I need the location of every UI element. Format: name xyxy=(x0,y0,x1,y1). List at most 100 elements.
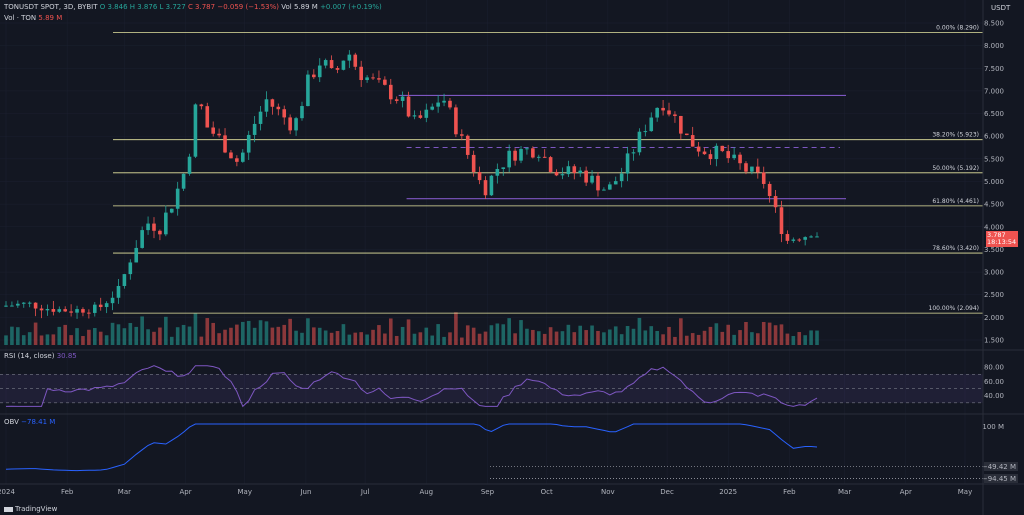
volume-bar xyxy=(756,333,760,345)
volume-bar xyxy=(613,326,618,345)
candle-body xyxy=(264,99,269,112)
candle-body xyxy=(164,212,168,235)
candle-body xyxy=(81,309,85,313)
volume-bar xyxy=(187,326,192,345)
volume-legend[interactable]: Vol · TON 5.89 M xyxy=(4,14,62,22)
volume-bar xyxy=(4,335,8,345)
price-tick-label: 3.000 xyxy=(984,269,1004,277)
obv-pane[interactable]: 100 M −49.42 M −94.45 M xyxy=(5,423,1018,484)
fib-level-label: 38.20% (5.923) xyxy=(932,132,979,139)
volume-bar xyxy=(785,333,790,345)
candle-body xyxy=(51,309,56,312)
candle-body xyxy=(448,100,452,108)
obv-tag-bg xyxy=(984,474,1018,484)
volume-bar xyxy=(16,327,20,345)
rsi-line xyxy=(5,365,818,408)
fib-retracement[interactable]: 0.00% (8.290) 38.20% (5.923) 50.00% (5.192… xyxy=(113,25,983,314)
currency-label[interactable]: USDT xyxy=(991,4,1011,12)
candle-body xyxy=(187,156,192,174)
volume-value: 5.89 M xyxy=(38,14,63,22)
price-tick-label: 8.500 xyxy=(984,20,1004,28)
candle-body xyxy=(714,145,719,160)
candle-body xyxy=(797,239,802,241)
volume-bar xyxy=(388,318,393,345)
obv-legend[interactable]: OBV −78.41 M xyxy=(4,418,55,426)
volume-bar xyxy=(584,330,588,345)
volume-bar xyxy=(39,335,44,345)
candle-body xyxy=(110,297,115,304)
candle-body xyxy=(217,133,221,136)
volume-bar xyxy=(495,323,500,345)
current-price: 3.787 xyxy=(987,231,1006,239)
candle-body xyxy=(377,78,381,80)
volume-bar xyxy=(436,324,440,345)
candle-body xyxy=(282,109,287,118)
volume-bar xyxy=(229,327,233,345)
volume-bar xyxy=(75,328,79,345)
fib-level-label: 78.60% (3.420) xyxy=(932,245,979,252)
candle-body xyxy=(477,171,482,181)
price-tick-label: 2.500 xyxy=(984,291,1004,299)
volume-bar xyxy=(418,332,423,345)
channel-lines[interactable] xyxy=(398,94,846,200)
price-tick-label: 3.500 xyxy=(984,246,1004,254)
volume-bar xyxy=(513,333,517,345)
rsi-pane[interactable]: 80.00 60.00 40.00 xyxy=(0,364,1004,408)
volume-bar xyxy=(525,328,529,345)
candle-body xyxy=(584,170,588,183)
current-price-tag: 3.787 18:13:54 xyxy=(986,231,1018,247)
symbol-title[interactable]: TONUSDT SPOT, 3D, BYBIT O 3.846 H 3.876 … xyxy=(4,3,382,11)
ohlc-close: C 3.787 xyxy=(187,3,216,11)
tradingview-logo[interactable]: TradingView xyxy=(4,505,57,513)
volume-bar xyxy=(199,336,204,345)
volume-bar xyxy=(21,335,26,345)
candle-body xyxy=(602,189,606,191)
candle-body xyxy=(519,149,523,161)
volume-bar xyxy=(175,327,180,345)
candle-body xyxy=(353,54,358,67)
candle-body xyxy=(258,111,263,124)
candle-body xyxy=(732,154,736,159)
price-axis[interactable]: 8.500 8.000 7.500 7.000 6.500 6.000 5.500 5.000… xyxy=(984,20,1004,345)
obv-tag-bg xyxy=(984,462,1018,472)
candle-body xyxy=(128,262,133,275)
candle-body xyxy=(756,166,760,173)
candle-body xyxy=(39,308,44,311)
candle-body xyxy=(436,102,440,107)
volume-bar xyxy=(631,328,636,345)
obv-label: OBV xyxy=(4,418,19,426)
volume-bars xyxy=(4,312,819,345)
volume-bar xyxy=(240,321,245,345)
volume-bar xyxy=(471,327,476,345)
fib-level-label: 50.00% (5.192) xyxy=(932,165,979,172)
candle-body xyxy=(655,107,659,118)
candle-body xyxy=(803,237,807,240)
volume-bar xyxy=(507,318,511,345)
rsi-tick-label: 40.00 xyxy=(984,392,1004,400)
volume-bar xyxy=(181,324,186,345)
volume-bar xyxy=(264,321,269,345)
volume-bar xyxy=(158,327,162,345)
candle-body xyxy=(785,234,790,241)
candle-body xyxy=(578,170,583,173)
volume-bar xyxy=(134,326,139,345)
volume-bar xyxy=(667,326,671,345)
price-tick-label: 5.500 xyxy=(984,155,1004,163)
candle-body xyxy=(371,77,375,79)
volume-bar xyxy=(347,334,352,345)
volume-bar xyxy=(51,334,56,345)
time-axis[interactable]: 2024 Feb Mar Apr May Jun Jul Aug Sep Oct Nov Dec 202… xyxy=(0,488,972,496)
volume-bar xyxy=(394,335,399,345)
candle-body xyxy=(613,181,618,185)
time-tick-label: Dec xyxy=(660,488,674,496)
volume-bar xyxy=(791,336,796,345)
obv-line xyxy=(5,423,818,472)
fib-level-label: 0.00% (8.290) xyxy=(936,25,979,32)
candle-body xyxy=(507,150,511,168)
candle-body xyxy=(483,180,488,196)
volume-bar xyxy=(477,333,482,345)
volume-bar xyxy=(619,334,624,345)
rsi-legend[interactable]: RSI (14, close) 30.85 xyxy=(4,352,77,360)
volume-bar xyxy=(684,335,689,345)
